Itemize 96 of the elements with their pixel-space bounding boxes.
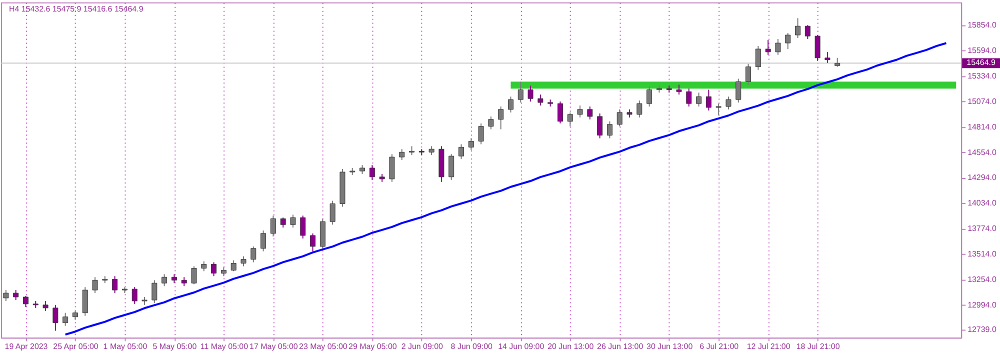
candlestick <box>804 24 810 40</box>
x-tick-label: 14 Jun 09:00 <box>498 342 545 352</box>
candlestick <box>92 276 98 294</box>
y-tick-label: 15334.0 <box>968 71 997 80</box>
candlestick <box>538 94 544 106</box>
candlestick <box>528 85 534 102</box>
x-tick-label: 8 Jun 09:00 <box>450 342 494 352</box>
candlestick <box>616 108 622 127</box>
candlestick <box>567 112 573 127</box>
x-tick-label: 6 Jul 21:00 <box>700 342 740 352</box>
candlestick <box>785 32 791 50</box>
y-tick-label: 14554.0 <box>968 148 997 157</box>
x-tick-label: 11 May 05:00 <box>200 342 249 352</box>
x-tick-label: 1 May 05:00 <box>103 342 148 352</box>
candlestick <box>646 86 652 107</box>
candlestick <box>260 230 266 252</box>
y-tick-label: 14814.0 <box>968 122 997 132</box>
candlestick <box>686 88 692 107</box>
candlestick <box>132 286 138 304</box>
x-tick-label: 19 Apr 2023 <box>4 342 48 352</box>
candlestick <box>310 232 316 252</box>
candlestick <box>162 274 168 287</box>
y-tick-label: 13774.0 <box>968 224 997 234</box>
candlestick <box>498 106 504 130</box>
candlestick <box>775 38 781 56</box>
candlestick <box>706 89 712 112</box>
x-tick-label: 17 May 05:00 <box>250 342 298 352</box>
candlestick <box>636 100 642 118</box>
candlestick <box>726 96 732 110</box>
x-tick-label: 23 May 05:00 <box>299 342 348 352</box>
candlestick <box>597 112 603 139</box>
candlestick <box>3 290 9 302</box>
candlestick <box>577 105 583 118</box>
candlestick <box>201 260 207 272</box>
candlestick <box>389 154 395 182</box>
y-tick-label: 14034.0 <box>968 198 997 208</box>
x-tick-label: 20 Jun 13:00 <box>548 342 594 352</box>
candlestick <box>62 312 68 326</box>
candlestick <box>696 92 702 107</box>
y-tick-label: 15594.0 <box>968 46 997 56</box>
candlestick <box>676 84 682 96</box>
y-tick-label: 12994.0 <box>968 300 997 310</box>
candlestick <box>211 262 217 277</box>
x-tick-label: 25 Apr 05:00 <box>53 342 99 352</box>
candlestick <box>468 138 474 151</box>
candlestick <box>300 215 306 240</box>
candlestick <box>369 164 375 180</box>
x-tick-label: 29 May 05:00 <box>348 342 398 352</box>
y-tick-label: 12739.0 <box>968 325 997 334</box>
candlestick <box>824 51 830 64</box>
candlestick <box>230 260 236 272</box>
candlestick <box>488 116 494 130</box>
candlestick <box>270 215 276 237</box>
candlestick <box>814 34 820 62</box>
x-tick-label: 12 Jul 21:00 <box>746 342 791 352</box>
y-tick-label: 15854.0 <box>968 20 997 30</box>
candlestick <box>240 256 246 267</box>
candlestick <box>448 154 454 180</box>
candlestick <box>112 276 118 294</box>
candlestick <box>290 214 296 228</box>
candlestick <box>330 200 336 226</box>
candlestick <box>42 300 48 312</box>
candlestick <box>52 304 58 332</box>
candlestick <box>557 101 563 124</box>
candlestick <box>606 120 612 139</box>
x-tick-label: 2 Jun 09:00 <box>401 342 444 352</box>
candlestick <box>13 290 19 301</box>
line-series <box>64 42 948 336</box>
y-tick-label: 15074.0 <box>968 96 997 106</box>
y-tick-label: 14294.0 <box>968 173 997 182</box>
candlestick <box>736 78 742 103</box>
candlestick <box>458 144 464 160</box>
candlestick <box>478 122 484 145</box>
candlestick <box>587 106 593 120</box>
x-tick-label: 18 Jul 21:00 <box>796 342 840 352</box>
candlestick <box>755 45 761 70</box>
ref-line-label: 15464.9 <box>966 58 996 68</box>
candlestick <box>795 18 801 39</box>
x-tick-label: 26 Jun 13:00 <box>597 342 644 352</box>
candlestick <box>399 148 405 161</box>
y-tick-label: 13514.0 <box>968 249 997 258</box>
candlestick <box>508 96 514 113</box>
candlestick <box>518 81 524 103</box>
candlestick <box>152 280 158 304</box>
candlestick <box>191 266 197 285</box>
candlestick <box>280 217 286 228</box>
x-tick-label: 30 Jun 13:00 <box>646 342 694 352</box>
candlestick <box>765 39 771 56</box>
chart-title: H4 15432.6 15475.9 15416.6 15464.9 <box>8 4 144 14</box>
candlestick <box>716 103 722 116</box>
x-tick-label: 5 May 05:00 <box>152 342 198 352</box>
candlestick <box>22 296 28 308</box>
candlestick <box>82 286 88 316</box>
candlestick <box>746 63 752 86</box>
y-tick-label: 13254.0 <box>968 274 997 284</box>
candlestick <box>250 246 256 263</box>
